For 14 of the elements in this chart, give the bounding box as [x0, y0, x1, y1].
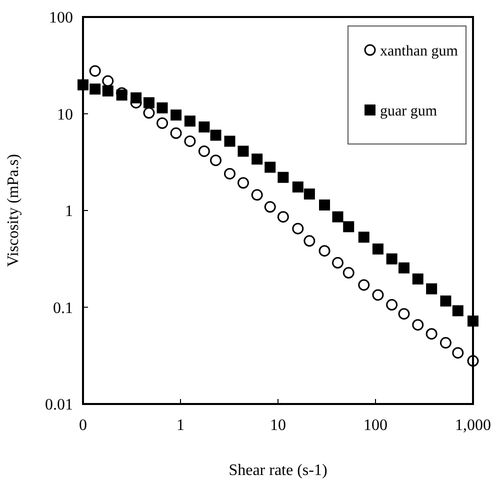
x-tick-label: 10: [270, 417, 286, 434]
x-tick-label: 1: [176, 417, 184, 434]
x-tick-label: 1,000: [455, 417, 491, 434]
y-axis-title: Viscosity (mPa.s): [5, 154, 22, 267]
y-tick-label: 0.1: [53, 300, 73, 317]
x-tick-label: 100: [364, 417, 388, 434]
x-axis-title: Shear rate (s-1): [228, 462, 328, 479]
y-tick-label: 1: [65, 203, 73, 220]
y-tick-label: 0.01: [45, 396, 73, 414]
x-tick-label: 0: [79, 417, 87, 434]
y-tick-label: 10: [57, 106, 73, 124]
legend-label: xanthan gum: [380, 43, 458, 60]
legend-label: guar gum: [380, 103, 438, 120]
y-tick-label: 100: [49, 10, 73, 27]
